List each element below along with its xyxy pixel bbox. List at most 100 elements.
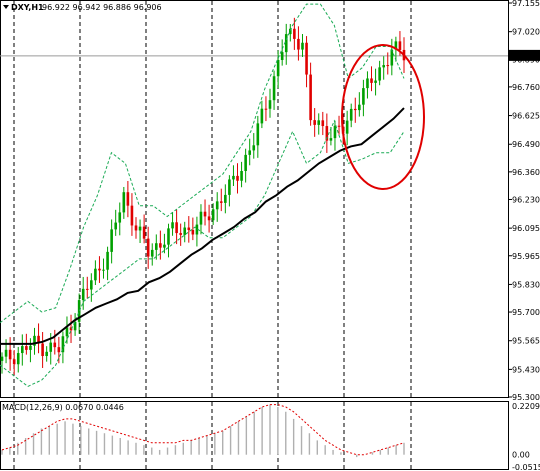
- candle-body: [163, 244, 166, 248]
- candle-body: [362, 88, 365, 105]
- candle-body: [289, 28, 292, 35]
- candle-body: [321, 120, 325, 127]
- candle-body: [390, 49, 394, 66]
- y-tick-label: 95.965: [512, 252, 540, 261]
- candle-body: [98, 268, 101, 271]
- candle-body: [313, 120, 316, 125]
- candle-body: [264, 108, 268, 110]
- candle-body: [45, 351, 48, 357]
- candle-body: [386, 65, 390, 67]
- candle-body: [41, 343, 44, 357]
- candle-body: [305, 42, 308, 75]
- candle-body: [130, 205, 134, 226]
- moving-average-line: [0, 107, 405, 345]
- candle-body: [244, 154, 247, 171]
- y-tick-label: 96.230: [512, 195, 540, 204]
- candle-body: [215, 201, 219, 210]
- y-tick-label: 95.700: [512, 308, 540, 317]
- candle-body: [333, 125, 337, 139]
- y-tick-label: 96.760: [512, 83, 540, 92]
- y-tick-label: 95.300: [512, 393, 540, 402]
- y-tick-label: 95.830: [512, 280, 540, 289]
- candle-body: [191, 229, 195, 235]
- candle-body: [12, 359, 16, 365]
- y-tick-label: 96.095: [512, 224, 540, 233]
- current-price-label: 96.906: [511, 52, 539, 61]
- candle-body: [236, 175, 239, 181]
- candle-body: [8, 349, 12, 360]
- macd-y-tick-label: 0.2209: [512, 402, 540, 411]
- candle-body: [159, 243, 162, 248]
- candle-body: [21, 346, 24, 354]
- candle-body: [349, 108, 353, 121]
- candle-body: [309, 74, 312, 121]
- lower-band: [0, 119, 405, 387]
- current-price-badge: [509, 49, 540, 61]
- candle-body: [345, 120, 349, 134]
- candle-body: [126, 192, 130, 206]
- macd-y-tick-label: 0.00: [512, 451, 530, 460]
- candle-body: [150, 249, 154, 257]
- candle-body: [57, 347, 61, 353]
- candle-body: [317, 120, 321, 125]
- candle-body: [187, 227, 191, 230]
- candle-body: [374, 80, 377, 83]
- macd-y-tick-label: -0.0515: [512, 463, 540, 471]
- candle-body: [29, 345, 32, 350]
- y-tick-label: 95.565: [512, 337, 540, 346]
- candle-body: [353, 108, 357, 111]
- candle-body: [94, 268, 97, 281]
- y-tick-label: 97.020: [512, 28, 540, 37]
- candle-body: [142, 226, 146, 239]
- candle-body: [398, 41, 402, 50]
- candle-body: [85, 288, 89, 290]
- candle-body: [337, 125, 341, 127]
- candle-body: [325, 126, 329, 141]
- candle-body: [138, 226, 142, 231]
- candle-body: [179, 233, 182, 235]
- candle-body: [358, 104, 361, 111]
- y-tick-label: 96.625: [512, 112, 540, 121]
- candle-body: [268, 100, 272, 109]
- upper-band: [0, 3, 405, 324]
- candle-body: [73, 321, 77, 331]
- candle-body: [228, 179, 231, 195]
- candle-body: [224, 194, 227, 203]
- candle-body: [25, 346, 28, 350]
- candle-body: [366, 78, 369, 89]
- candle-body: [203, 211, 207, 217]
- main-frame: [0, 0, 509, 398]
- candle-body: [240, 170, 243, 181]
- candle-body: [114, 222, 117, 230]
- y-tick-label: 95.430: [512, 365, 540, 374]
- candle-body: [0, 356, 4, 361]
- candle-body: [69, 327, 73, 331]
- candle-body: [252, 145, 256, 151]
- candle-body: [276, 59, 280, 77]
- candle-body: [33, 335, 36, 346]
- y-tick-label: 96.490: [512, 140, 540, 149]
- candle-body: [232, 175, 235, 180]
- candle-body: [102, 269, 105, 271]
- candle-body: [280, 52, 284, 60]
- candle-body: [65, 327, 69, 337]
- candle-body: [301, 42, 304, 50]
- macd-frame: [0, 401, 509, 470]
- candle-body: [256, 123, 260, 146]
- candle-body: [155, 243, 158, 250]
- candle-body: [146, 238, 150, 257]
- candle-body: [284, 34, 288, 53]
- candle-body: [90, 280, 93, 290]
- candle-body: [106, 251, 109, 270]
- candle-body: [260, 108, 264, 124]
- candle-body: [297, 38, 300, 50]
- candle-body: [370, 78, 373, 83]
- candle-body: [134, 225, 138, 231]
- candle-body: [77, 300, 81, 322]
- candle-body: [199, 211, 203, 225]
- highlight-circle: [341, 44, 425, 190]
- candle-body: [272, 76, 276, 101]
- candle-body: [378, 67, 381, 81]
